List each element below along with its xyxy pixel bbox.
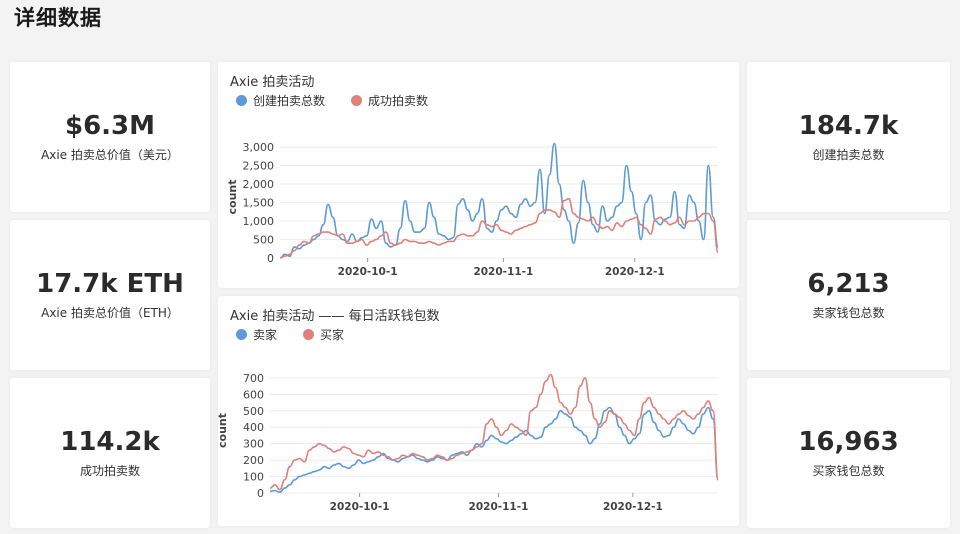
chart-title: Axie 拍卖活动 xyxy=(230,75,315,90)
chart-title: Axie 拍卖活动 —— 每日活跃钱包数 xyxy=(230,309,440,324)
legend-label: 创建拍卖总数 xyxy=(253,94,326,108)
stat-card-success-count: 114.2k 成功拍卖数 xyxy=(10,378,210,528)
stat-value: $6.3M xyxy=(64,110,156,141)
stat-card-total-usd: $6.3M Axie 拍卖总价值（美元） xyxy=(10,62,210,212)
y-axis-label: count xyxy=(226,180,239,215)
legend-dot-icon xyxy=(236,95,247,106)
line-chart-auctions[interactable]: 0 500 1,000 1,500 2,000 2,500 3,000 count 2020-1… xyxy=(218,62,739,288)
y-axis-label: count xyxy=(218,413,229,448)
legend-label: 卖家 xyxy=(253,328,278,342)
y-tick-label: 500 xyxy=(243,405,264,418)
y-tick-label: 200 xyxy=(243,454,264,467)
chart-card-wallets: Axie 拍卖活动 —— 每日活跃钱包数 卖家 买家 0 100 200 300 400… xyxy=(218,296,739,526)
legend-dot-icon xyxy=(303,329,315,340)
series-line-1[interactable] xyxy=(269,373,719,491)
stat-label: 创建拍卖总数 xyxy=(812,148,885,163)
stat-card-created-count: 184.7k 创建拍卖总数 xyxy=(747,62,950,212)
y-tick-label: 300 xyxy=(243,438,264,451)
legend-label: 成功拍卖数 xyxy=(368,94,429,108)
stat-label: 买家钱包总数 xyxy=(812,464,885,479)
y-tick-label: 600 xyxy=(243,388,264,401)
y-tick-label: 2,000 xyxy=(243,178,275,191)
x-tick-label: 2020-11-1 xyxy=(473,266,533,278)
y-tick-label: 500 xyxy=(253,234,274,247)
legend-label: 买家 xyxy=(320,328,345,342)
page-title: 详细数据 xyxy=(14,6,102,30)
y-tick-label: 1,000 xyxy=(243,215,275,228)
stat-card-buyer-wallets: 16,963 买家钱包总数 xyxy=(747,378,950,528)
y-tick-label: 2,500 xyxy=(243,160,275,173)
series-line-1[interactable] xyxy=(279,198,719,259)
stat-value: 6,213 xyxy=(807,268,890,299)
chart-legend[interactable]: 创建拍卖总数 成功拍卖数 xyxy=(236,92,428,109)
stat-label: Axie 拍卖总价值（美元） xyxy=(41,148,179,163)
series-line-0[interactable] xyxy=(279,142,719,259)
chart-legend[interactable]: 卖家 买家 xyxy=(236,326,344,343)
x-tick-label: 2020-12-1 xyxy=(605,266,665,278)
legend-item-success[interactable]: 成功拍卖数 xyxy=(351,92,428,109)
legend-item-created[interactable]: 创建拍卖总数 xyxy=(236,92,325,109)
legend-item-sellers[interactable]: 卖家 xyxy=(236,326,277,343)
y-tick-label: 0 xyxy=(257,487,264,500)
x-tick-label: 2020-10-1 xyxy=(330,501,390,513)
line-chart-wallets[interactable]: 0 100 200 300 400 500 600 700 count 2020-10-1 2020… xyxy=(218,296,739,526)
legend-dot-icon xyxy=(236,329,247,340)
stat-label: 卖家钱包总数 xyxy=(812,306,885,321)
y-tick-label: 1,500 xyxy=(243,197,275,210)
stat-card-seller-wallets: 6,213 卖家钱包总数 xyxy=(747,220,950,370)
y-tick-label: 400 xyxy=(243,421,264,434)
stat-value: 16,963 xyxy=(798,426,899,457)
stat-value: 17.7k ETH xyxy=(36,268,184,299)
y-tick-label: 3,000 xyxy=(243,141,275,154)
x-tick-label: 2020-12-1 xyxy=(603,501,663,513)
stat-label: 成功拍卖数 xyxy=(79,464,140,479)
y-tick-label: 100 xyxy=(243,471,264,484)
x-tick-label: 2020-10-1 xyxy=(338,266,398,278)
legend-dot-icon xyxy=(351,95,363,106)
series-line-0[interactable] xyxy=(269,406,719,493)
stat-card-total-eth: 17.7k ETH Axie 拍卖总价值（ETH） xyxy=(10,220,210,370)
stat-value: 114.2k xyxy=(60,426,160,457)
chart-card-auctions: Axie 拍卖活动 创建拍卖总数 成功拍卖数 0 500 1,000 1,500 2,0… xyxy=(218,62,739,288)
legend-item-buyers[interactable]: 买家 xyxy=(303,326,344,343)
stat-label: Axie 拍卖总价值（ETH） xyxy=(41,306,179,321)
x-tick-label: 2020-11-1 xyxy=(469,501,529,513)
stat-value: 184.7k xyxy=(798,110,899,141)
y-tick-label: 700 xyxy=(243,372,264,385)
y-tick-label: 0 xyxy=(267,252,274,265)
